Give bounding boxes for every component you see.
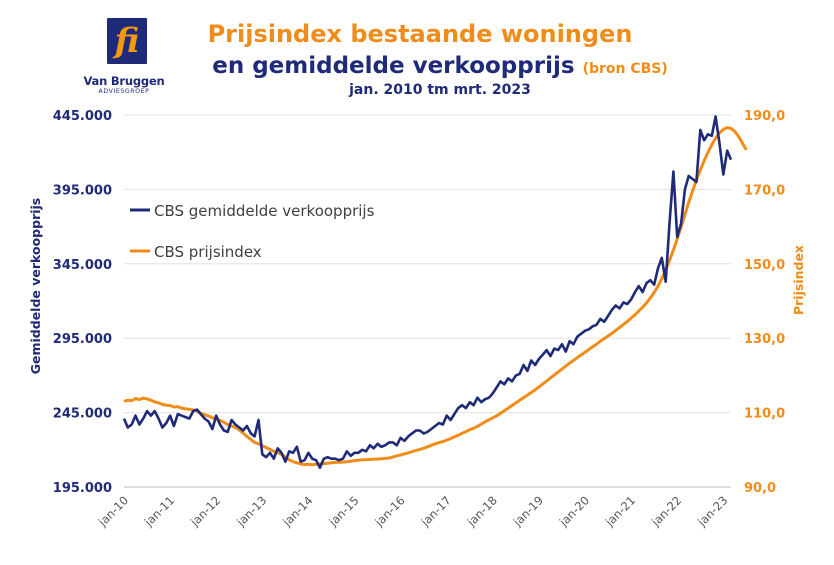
x-tick-label: jan-18 — [464, 493, 500, 529]
series-line-prijsindex — [123, 126, 748, 467]
x-tick-label: jan-15 — [325, 493, 361, 529]
y-right-tick-label: 110,0 — [744, 407, 785, 422]
chart-title-line2-text: en gemiddelde verkoopprijs — [212, 53, 575, 79]
y-right-tick-label: 190,0 — [744, 109, 785, 124]
x-tick-label: jan-16 — [371, 493, 407, 529]
logo-emblem: fi — [107, 18, 147, 64]
series-line-verkoopprijs — [122, 115, 733, 470]
x-tick-label: jan-10 — [95, 493, 131, 529]
y-left-tick-label: 445.000 — [53, 109, 112, 124]
legend-label-verkoopprijs: CBS gemiddelde verkoopprijs — [154, 202, 375, 220]
y-left-tick-label: 245.000 — [53, 407, 112, 422]
chart-title: Prijsindex bestaande woningen — [207, 20, 633, 48]
y-left-axis-label: Gemiddelde verkoopprijs — [28, 198, 43, 375]
logo-mark: fi — [114, 21, 140, 61]
y-left-tick-label: 295.000 — [53, 332, 112, 347]
x-tick-label: jan-20 — [556, 493, 592, 529]
company-logo: fi Van Bruggen ADVIESGROEP — [76, 18, 172, 110]
y-left-tick-label: 395.000 — [53, 183, 112, 198]
y-left-tick-label: 195.000 — [53, 481, 112, 496]
chart-title-line2: en gemiddelde verkoopprijs (bron CBS) — [120, 53, 760, 79]
y-right-tick-label: 90,0 — [744, 481, 776, 496]
x-tick-label: jan-17 — [418, 493, 454, 529]
logo-name: Van Bruggen — [83, 74, 165, 88]
y-right-tick-label: 150,0 — [744, 258, 785, 273]
x-tick-label: jan-19 — [510, 493, 546, 529]
y-right-tick-label: 170,0 — [744, 183, 785, 198]
x-tick-label: jan-12 — [187, 493, 223, 529]
legend-label-prijsindex: CBS prijsindex — [154, 243, 262, 261]
y-right-tick-label: 130,0 — [744, 332, 785, 347]
x-tick-label: jan-13 — [233, 493, 269, 529]
x-tick-label: jan-22 — [648, 493, 684, 529]
y-right-axis-label: Prijsindex — [791, 245, 806, 315]
x-tick-label: jan-23 — [694, 493, 730, 529]
chart-subtitle: jan. 2010 tm mrt. 2023 — [349, 82, 531, 98]
logo-subtitle: ADVIESGROEP — [98, 88, 150, 95]
chart-source: (bron CBS) — [582, 61, 668, 77]
x-tick-label: jan-14 — [279, 493, 315, 529]
x-tick-label: jan-21 — [602, 493, 638, 529]
y-left-tick-label: 345.000 — [53, 258, 112, 273]
x-tick-label: jan-11 — [141, 493, 177, 529]
